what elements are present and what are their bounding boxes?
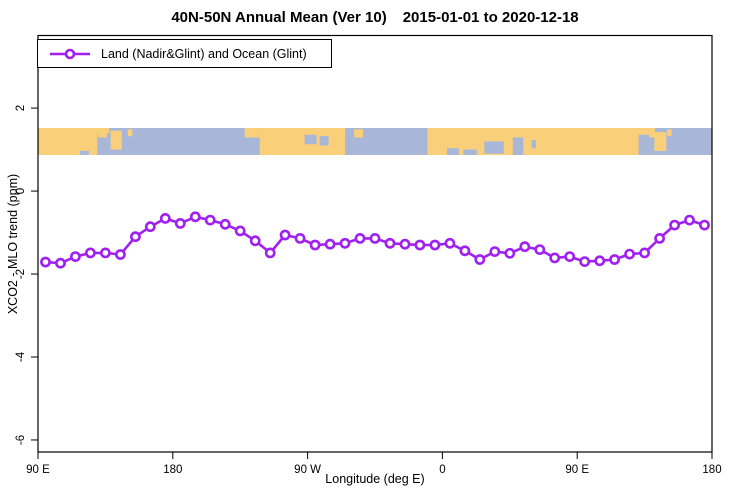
data-point bbox=[324, 238, 336, 250]
data-point bbox=[504, 247, 516, 259]
svg-text:90 E: 90 E bbox=[26, 464, 50, 476]
data-point bbox=[609, 254, 620, 265]
data-point bbox=[699, 219, 710, 231]
data-point bbox=[444, 237, 456, 249]
data-point bbox=[564, 251, 576, 262]
legend: Land (Nadir&Glint) and Ocean (Glint) bbox=[37, 39, 332, 68]
svg-text:90 E: 90 E bbox=[565, 464, 589, 476]
data-point bbox=[684, 214, 695, 226]
chart-title: 40N-50N Annual Mean (Ver 10) 2015-01-01 t… bbox=[38, 9, 712, 26]
data-point bbox=[189, 211, 201, 223]
data-point bbox=[549, 252, 561, 264]
data-point bbox=[55, 257, 66, 269]
data-point bbox=[459, 245, 471, 257]
data-point bbox=[534, 244, 546, 255]
data-point bbox=[414, 239, 426, 251]
x-axis-title: Longitude (deg E) bbox=[325, 472, 425, 486]
data-point bbox=[639, 247, 650, 259]
chart-title-dates: 2015-01-01 to 2020-12-18 bbox=[402, 9, 579, 26]
data-point bbox=[399, 238, 411, 250]
data-point bbox=[624, 248, 635, 260]
data-point bbox=[669, 219, 680, 231]
data-point bbox=[429, 239, 441, 251]
axis-ticks bbox=[31, 107, 713, 459]
data-point bbox=[384, 237, 396, 249]
svg-text:-4: -4 bbox=[15, 351, 27, 362]
data-point bbox=[40, 256, 51, 268]
data-point bbox=[519, 241, 531, 253]
data-point bbox=[279, 229, 291, 241]
data-point bbox=[234, 225, 246, 237]
data-point bbox=[100, 247, 111, 259]
data-point bbox=[249, 235, 261, 247]
svg-text:0: 0 bbox=[439, 464, 445, 476]
svg-text:-6: -6 bbox=[15, 435, 27, 445]
data-point bbox=[594, 255, 606, 267]
legend-label: Land (Nadir&Glint) and Ocean (Glint) bbox=[101, 46, 307, 61]
data-point bbox=[369, 232, 381, 244]
data-point bbox=[654, 232, 665, 244]
chart-title-region: 40N-50N Annual Mean (Ver 10) bbox=[171, 9, 387, 26]
data-point bbox=[85, 247, 96, 259]
tick-labels: 90 E 180 90 W 0 90 E 180 2 0 -2 -4 -6 bbox=[15, 105, 722, 476]
world-map-band bbox=[38, 128, 712, 155]
svg-text:0: 0 bbox=[15, 188, 27, 194]
data-point bbox=[115, 249, 126, 260]
data-point bbox=[354, 232, 366, 244]
data-point bbox=[144, 221, 156, 233]
data-point bbox=[129, 231, 141, 243]
data-point bbox=[294, 232, 306, 244]
data-point bbox=[489, 246, 501, 257]
data-point bbox=[174, 217, 186, 229]
svg-text:180: 180 bbox=[163, 464, 182, 476]
legend-marker-icon bbox=[50, 48, 90, 59]
data-point bbox=[219, 218, 231, 230]
data-point bbox=[159, 212, 171, 224]
svg-text:90 W: 90 W bbox=[294, 464, 321, 476]
data-point bbox=[309, 239, 321, 251]
data-point bbox=[339, 237, 351, 249]
svg-text:2: 2 bbox=[15, 105, 27, 111]
data-point bbox=[264, 247, 276, 259]
data-point bbox=[579, 256, 591, 267]
data-point bbox=[204, 214, 216, 226]
data-point bbox=[474, 254, 486, 265]
svg-text:-2: -2 bbox=[15, 269, 27, 279]
plot-frame bbox=[37, 34, 713, 453]
data-point bbox=[70, 251, 81, 262]
data-series bbox=[40, 211, 710, 269]
svg-text:180: 180 bbox=[702, 464, 721, 476]
